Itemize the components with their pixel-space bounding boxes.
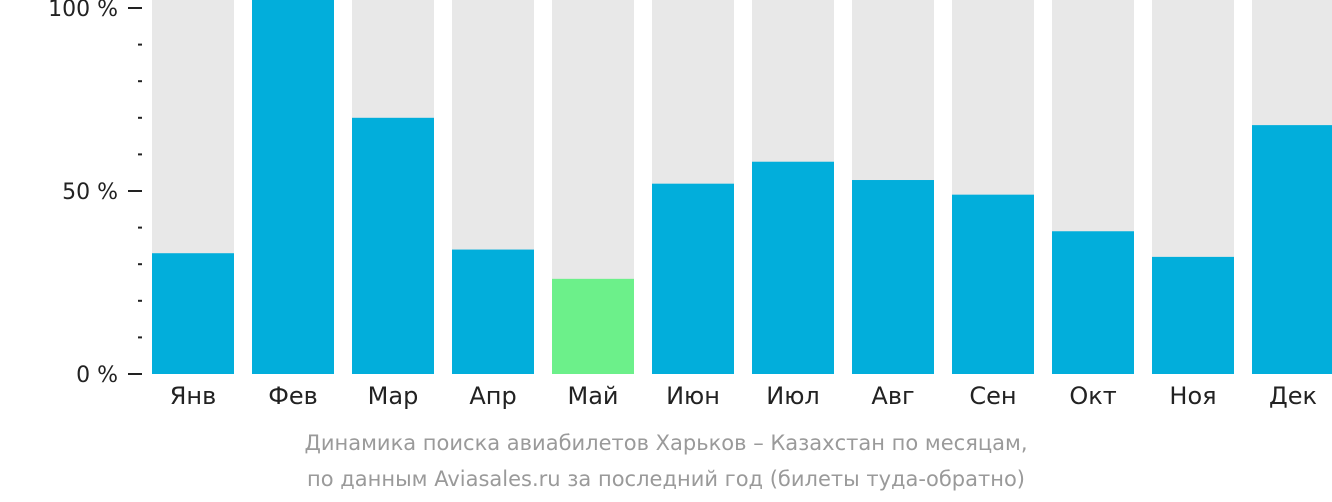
- x-tick-label: Июн: [666, 382, 720, 410]
- chart-caption-line-2: по данным Aviasales.ru за последний год …: [307, 467, 1025, 491]
- bar-8: [852, 180, 934, 374]
- bar-2: [252, 0, 334, 374]
- bar-10: [1052, 231, 1134, 374]
- x-tick-label: Май: [567, 382, 618, 410]
- y-tick-label: 50 %: [62, 180, 118, 205]
- x-tick-label: Июл: [766, 382, 820, 410]
- bar-1: [152, 253, 234, 374]
- bar-9: [952, 194, 1034, 374]
- bar-3: [352, 117, 434, 375]
- y-tick-label: 0 %: [76, 363, 118, 388]
- bar-12: [1252, 125, 1332, 375]
- x-tick-label: Ноя: [1169, 382, 1216, 410]
- bar-7: [752, 161, 834, 374]
- chart-caption-line-1: Динамика поиска авиабилетов Харьков – Ка…: [304, 431, 1028, 455]
- x-tick-label: Сен: [969, 382, 1016, 410]
- x-tick-label: Янв: [170, 382, 217, 410]
- bar-6: [652, 183, 734, 374]
- bar-5: [552, 278, 634, 374]
- x-tick-label: Апр: [469, 382, 516, 410]
- x-tick-label: Окт: [1069, 382, 1116, 410]
- x-tick-label: Фев: [268, 382, 318, 410]
- x-tick-label: Дек: [1269, 382, 1317, 410]
- bar-4: [452, 249, 534, 374]
- bar-chart: Янв Фев Мар Апр Май Июн Июл Авг Сен Окт Ноя Дек 100 …: [48, 0, 1332, 410]
- y-tick-label: 100 %: [48, 0, 118, 22]
- x-tick-label: Мар: [368, 382, 419, 410]
- x-tick-label: Авг: [871, 382, 914, 410]
- bar-11: [1152, 256, 1234, 374]
